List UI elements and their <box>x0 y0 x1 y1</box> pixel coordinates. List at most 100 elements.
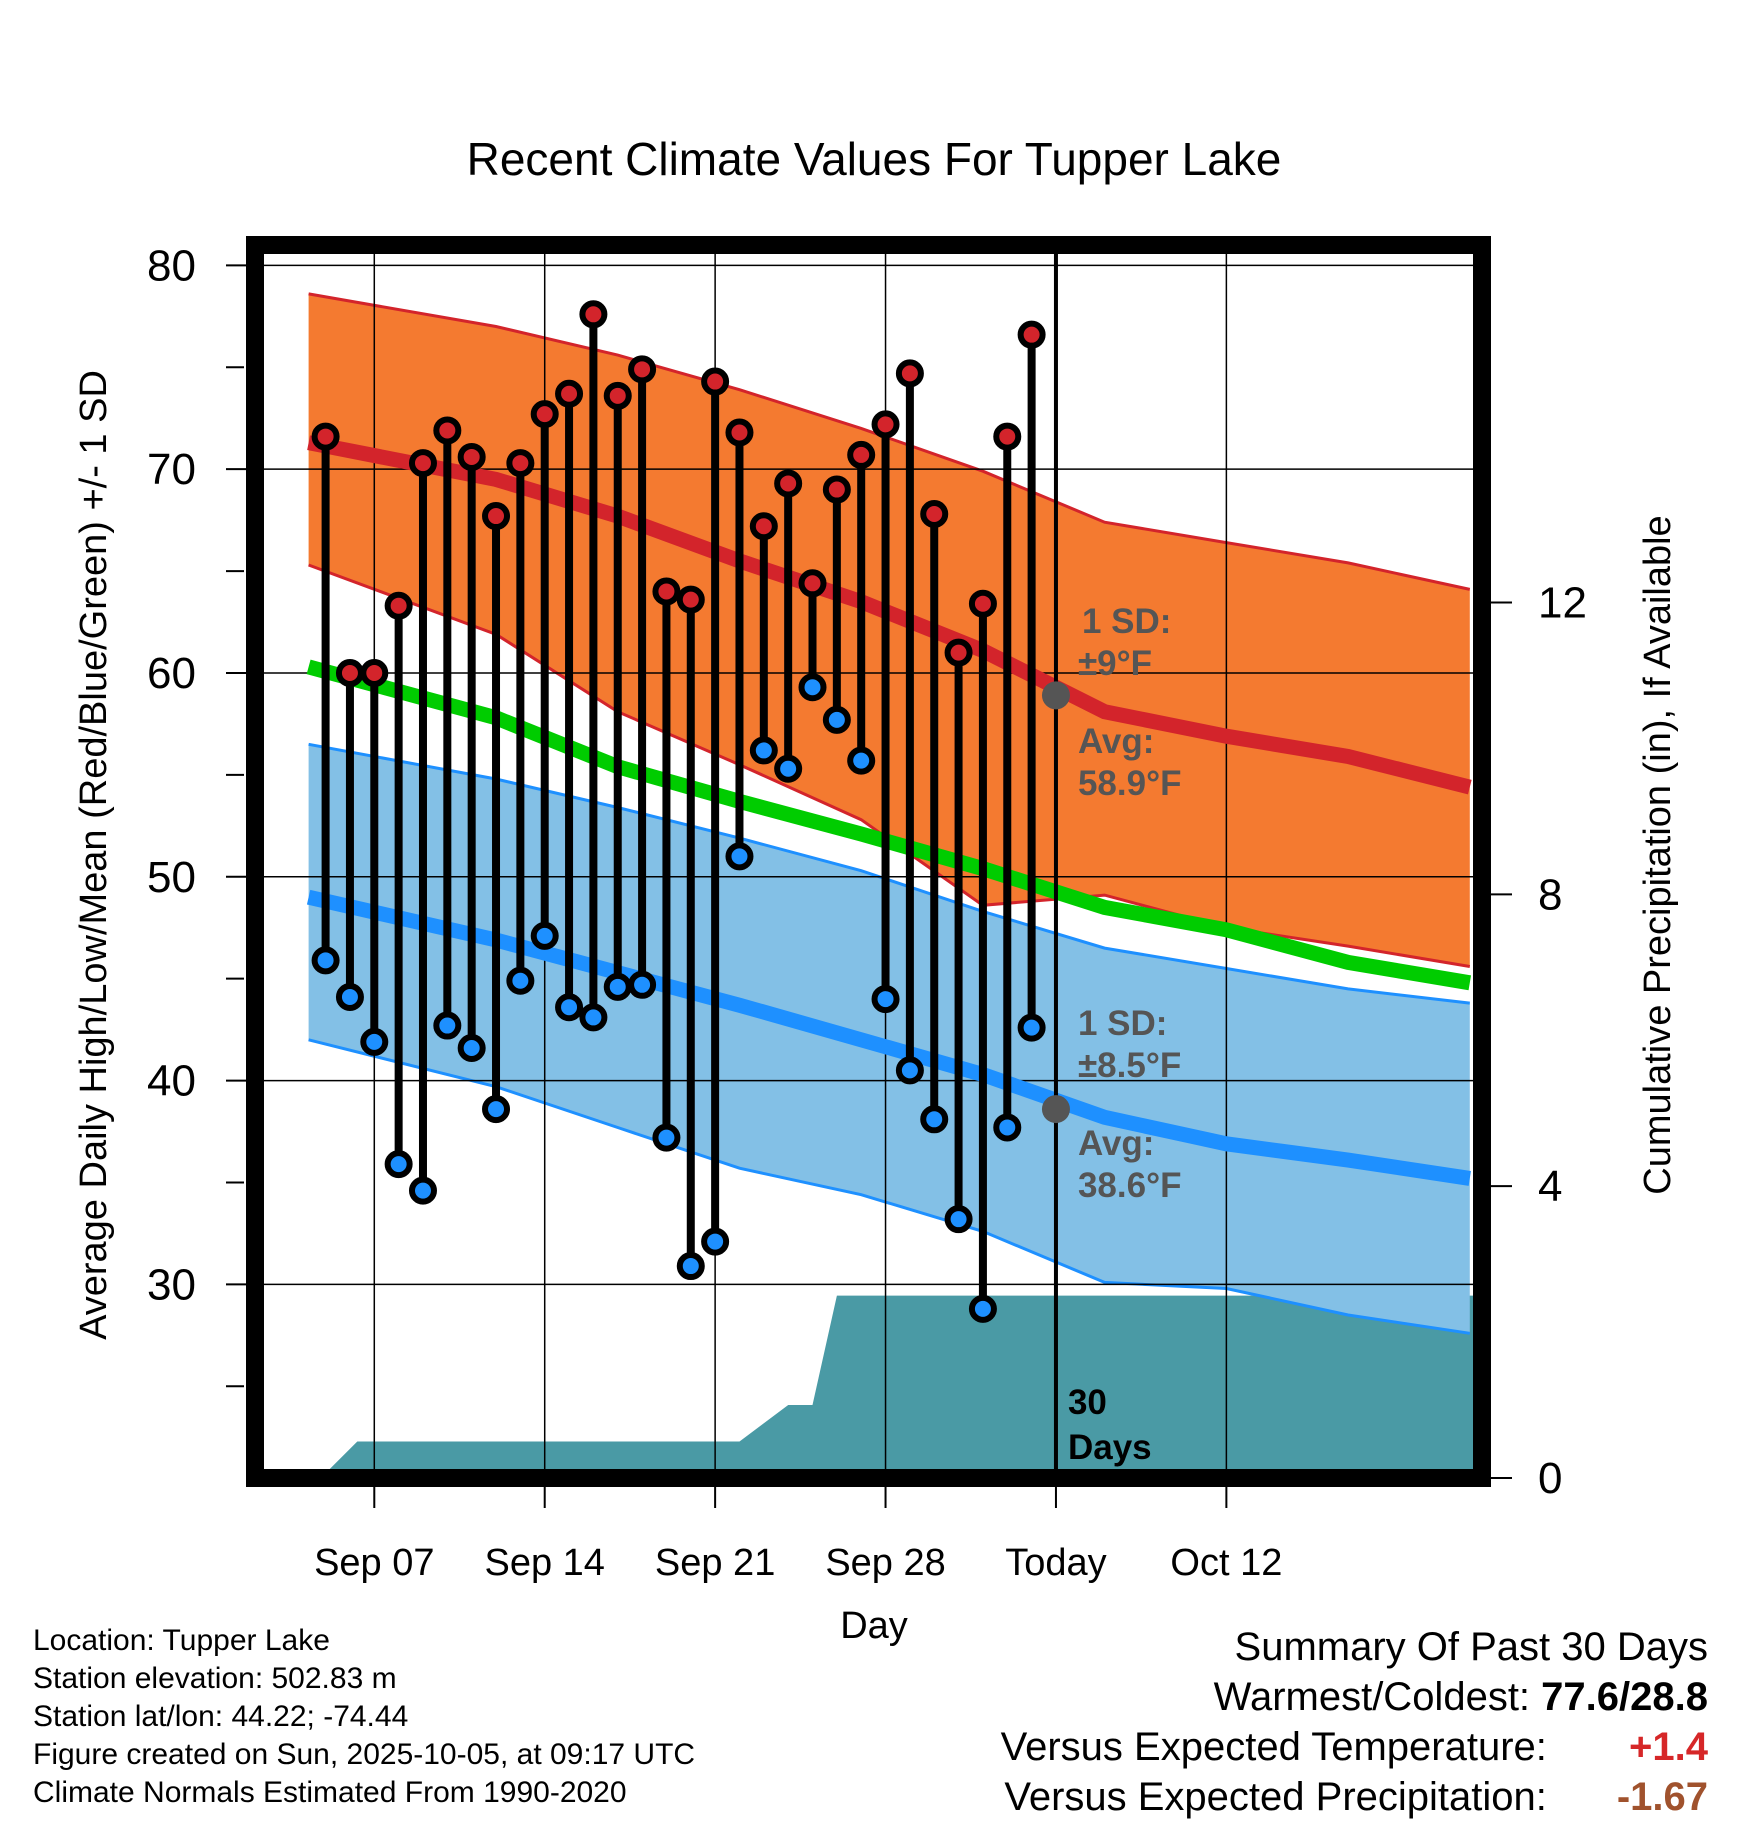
low-marker-14 <box>652 1123 681 1152</box>
high-marker-27 <box>968 589 997 618</box>
y-tick-label-30: 30 <box>147 1260 196 1309</box>
y-tick-label-80: 80 <box>147 241 196 290</box>
low-marker-15 <box>676 1252 705 1281</box>
temp-deviation-value: +1.4 <box>1629 1725 1708 1769</box>
low-marker-28 <box>993 1113 1022 1142</box>
high-marker-2 <box>360 658 389 687</box>
low-sd-value: ±8.5°F <box>1078 1046 1181 1085</box>
y-tick-label-50: 50 <box>147 853 196 902</box>
low-marker-8 <box>506 966 535 995</box>
low-marker-21 <box>822 705 851 734</box>
x-tick-label-0: Sep 07 <box>314 1542 434 1584</box>
low-marker-6 <box>457 1033 486 1062</box>
summary-panel: Summary Of Past 30 Days Warmest/Coldest:… <box>1001 1622 1708 1822</box>
normal-mean-line <box>306 659 1472 991</box>
high-marker-3 <box>384 591 413 620</box>
low-sd-label: 1 SD: <box>1078 1004 1167 1043</box>
y2-tick-label-12: 12 <box>1538 578 1587 627</box>
low-marker-26 <box>944 1205 973 1234</box>
low-marker-17 <box>725 842 754 871</box>
low-marker-20 <box>798 673 827 702</box>
low-marker-10 <box>555 993 584 1022</box>
precip-deviation-value: -1.67 <box>1616 1775 1708 1819</box>
y2-tick-label-0: 0 <box>1538 1454 1562 1503</box>
high-marker-0 <box>311 422 340 451</box>
high-marker-25 <box>920 500 949 529</box>
created-text: Figure created on Sun, 2025-10-05, at 09… <box>33 1738 696 1771</box>
high-marker-14 <box>652 577 681 606</box>
station-info: Location: Tupper Lake Station elevation:… <box>33 1622 695 1812</box>
low-band-upper-edge <box>308 742 1470 1005</box>
precip-deviation-row: Versus Expected Precipitation: -1.67 <box>1001 1772 1708 1822</box>
high-marker-20 <box>798 569 827 598</box>
high-avg-label: Avg: <box>1078 722 1154 761</box>
high-marker-15 <box>676 585 705 614</box>
high-marker-11 <box>579 300 608 329</box>
low-avg-value: 38.6°F <box>1078 1166 1182 1205</box>
normals-text: Climate Normals Estimated From 1990-2020 <box>33 1776 627 1809</box>
normal-low-line <box>306 889 1471 1186</box>
high-sd-label: 1 SD: <box>1082 602 1171 641</box>
warmest-label: Warmest/Coldest: <box>1213 1675 1531 1719</box>
high-marker-6 <box>457 442 486 471</box>
x-tick-label-1: Sep 14 <box>484 1542 604 1584</box>
high-marker-23 <box>871 410 900 439</box>
today-high-avg-dot <box>1041 681 1070 710</box>
high-band-upper-edge <box>308 292 1471 591</box>
high-marker-18 <box>749 512 778 541</box>
high-marker-16 <box>701 367 730 396</box>
low-marker-27 <box>968 1294 997 1323</box>
warmest-row: Warmest/Coldest: 77.6/28.8 <box>1001 1672 1708 1722</box>
y-axis-label: Average Daily High/Low/Mean (Red/Blue/Gr… <box>73 370 115 1340</box>
high-marker-19 <box>774 469 803 498</box>
low-marker-1 <box>335 983 364 1012</box>
low-marker-13 <box>628 970 657 999</box>
temp-deviation-label: Versus Expected Temperature: <box>1000 1725 1547 1769</box>
low-marker-12 <box>603 972 632 1001</box>
high-sd-value: ±9°F <box>1078 644 1152 683</box>
low-avg-label: Avg: <box>1078 1124 1154 1163</box>
high-marker-28 <box>993 422 1022 451</box>
high-marker-29 <box>1017 320 1046 349</box>
high-marker-12 <box>603 381 632 410</box>
x-tick-label-2: Sep 21 <box>655 1542 775 1584</box>
x-axis-label: Day <box>840 1605 908 1647</box>
y2-axis-label: Cumulative Precipitation (in), If Availa… <box>1637 515 1679 1194</box>
low-sd-band <box>308 744 1470 1334</box>
low-marker-5 <box>433 1011 462 1040</box>
warmest-value: 77.6/28.8 <box>1541 1675 1708 1719</box>
y-tick-label-40: 40 <box>147 1057 196 1106</box>
period-label-days: Days <box>1068 1428 1152 1467</box>
y2-tick-label-8: 8 <box>1538 870 1562 919</box>
low-marker-22 <box>847 746 876 775</box>
y-tick-label-70: 70 <box>147 445 196 494</box>
low-marker-19 <box>774 754 803 783</box>
high-marker-21 <box>822 475 851 504</box>
high-marker-9 <box>530 400 559 429</box>
high-marker-10 <box>555 379 584 408</box>
high-marker-8 <box>506 449 535 478</box>
high-marker-1 <box>335 658 364 687</box>
high-marker-17 <box>725 418 754 447</box>
low-marker-11 <box>579 1003 608 1032</box>
today-low-avg-dot <box>1041 1095 1070 1124</box>
high-marker-13 <box>628 355 657 384</box>
location-text: Location: Tupper Lake <box>33 1624 330 1657</box>
summary-heading: Summary Of Past 30 Days <box>1234 1625 1708 1669</box>
period-label-number: 30 <box>1068 1383 1107 1422</box>
plot-content <box>255 245 1482 1478</box>
low-marker-0 <box>311 946 340 975</box>
high-marker-4 <box>408 449 437 478</box>
high-marker-7 <box>482 502 511 531</box>
y2-tick-label-4: 4 <box>1538 1162 1562 1211</box>
y-tick-label-60: 60 <box>147 649 196 698</box>
low-marker-18 <box>749 736 778 765</box>
low-marker-25 <box>920 1105 949 1134</box>
low-marker-23 <box>871 985 900 1014</box>
low-band-lower-edge <box>308 1038 1471 1335</box>
low-marker-3 <box>384 1150 413 1179</box>
low-marker-4 <box>408 1176 437 1205</box>
low-marker-24 <box>895 1056 924 1085</box>
